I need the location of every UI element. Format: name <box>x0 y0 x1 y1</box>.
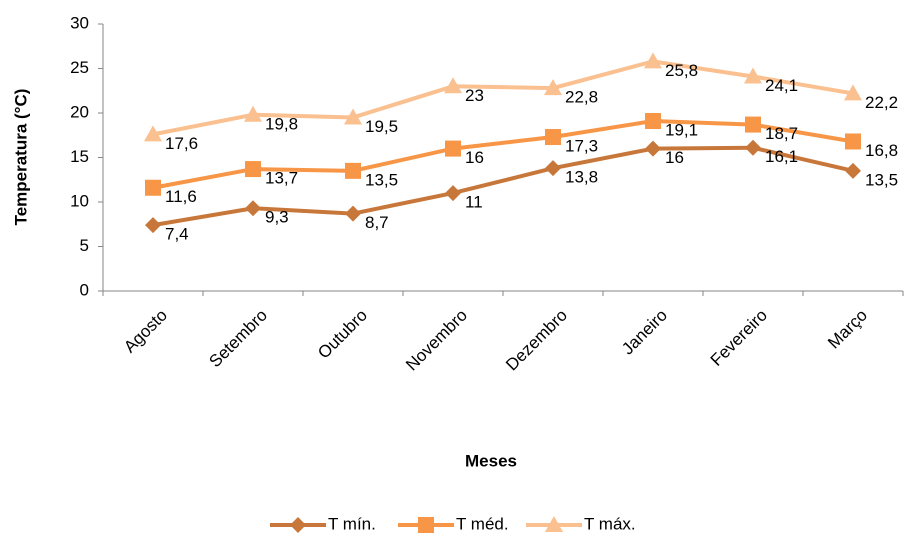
x-tick-label: Setembro <box>205 306 271 372</box>
data-label: 16,1 <box>765 147 798 166</box>
data-point <box>745 139 761 156</box>
data-label: 11 <box>465 193 483 212</box>
data-point <box>645 113 661 130</box>
y-tick-label: 30 <box>70 13 89 32</box>
data-point <box>544 79 562 96</box>
data-label: 16,8 <box>865 141 898 160</box>
x-tick-label: Fevereiro <box>707 306 771 370</box>
x-tick-label: Agosto <box>120 306 171 357</box>
data-label: 7,4 <box>165 225 189 244</box>
data-label: 13,7 <box>265 169 298 188</box>
data-label: 17,3 <box>565 137 598 156</box>
data-label: 22,2 <box>865 93 898 112</box>
y-axis-label: Temperatura (°C) <box>11 89 30 226</box>
series-line <box>152 145 854 228</box>
data-label: 22,8 <box>565 88 598 107</box>
data-point <box>144 125 162 142</box>
legend-label: T méd. <box>456 514 509 533</box>
data-label: 18,7 <box>765 124 798 143</box>
y-tick-label: 5 <box>80 236 89 255</box>
x-tick-label: Março <box>824 306 871 353</box>
data-label: 23 <box>465 86 484 105</box>
data-point <box>645 140 661 157</box>
data-point <box>444 77 462 94</box>
data-label: 17,6 <box>165 134 198 153</box>
x-tick-label: Novembro <box>402 306 471 375</box>
data-label: 8,7 <box>365 213 389 232</box>
data-label: 19,1 <box>665 120 698 139</box>
data-point <box>845 133 861 150</box>
legend-marker <box>418 517 434 533</box>
data-point <box>744 67 762 84</box>
data-label: 24,1 <box>765 76 798 95</box>
data-point <box>845 162 861 179</box>
data-point <box>445 185 461 202</box>
legend-marker <box>545 516 563 532</box>
data-point <box>844 84 862 101</box>
data-point <box>145 179 161 196</box>
data-point <box>345 205 361 222</box>
x-tick-label: Dezembro <box>502 306 571 375</box>
data-point <box>445 140 461 157</box>
y-tick-label: 0 <box>80 280 89 299</box>
data-label: 16 <box>465 148 484 167</box>
y-tick-label: 10 <box>70 191 89 210</box>
data-point <box>244 105 262 122</box>
data-label: 19,5 <box>365 117 398 136</box>
data-point <box>644 52 662 69</box>
y-tick-label: 25 <box>70 58 89 77</box>
data-label: 9,3 <box>265 208 289 227</box>
x-tick-label: Janeiro <box>618 306 671 359</box>
data-label: 13,5 <box>865 170 898 189</box>
data-point <box>345 162 361 179</box>
data-label: 25,8 <box>665 61 698 80</box>
data-point <box>245 161 261 178</box>
data-point <box>344 108 362 125</box>
series-line <box>152 59 854 137</box>
legend-marker <box>290 517 306 533</box>
data-point <box>145 217 161 234</box>
data-label: 16 <box>665 148 684 167</box>
x-axis-label: Meses <box>465 451 517 470</box>
data-point <box>745 116 761 133</box>
data-point <box>245 200 261 217</box>
x-tick-label: Outubro <box>314 306 371 363</box>
legend-label: T máx. <box>584 514 636 533</box>
data-label: 19,8 <box>265 114 298 133</box>
data-point <box>545 160 561 177</box>
y-tick-label: 15 <box>70 147 89 166</box>
data-point <box>545 129 561 146</box>
data-label: 13,8 <box>565 168 598 187</box>
y-tick-label: 20 <box>70 102 89 121</box>
legend-label: T mín. <box>328 514 376 533</box>
data-label: 13,5 <box>365 170 398 189</box>
series-line <box>152 119 854 190</box>
data-label: 11,6 <box>165 187 197 206</box>
